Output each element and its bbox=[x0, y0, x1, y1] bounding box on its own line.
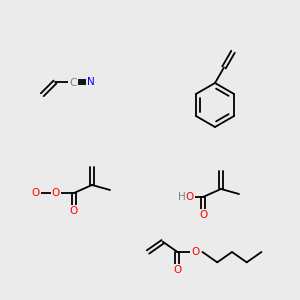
Text: O: O bbox=[199, 210, 207, 220]
Text: O: O bbox=[70, 206, 78, 216]
Text: C: C bbox=[69, 78, 77, 88]
Text: O: O bbox=[32, 188, 40, 198]
Text: O: O bbox=[173, 265, 181, 275]
Text: O: O bbox=[186, 192, 194, 202]
Text: H: H bbox=[178, 192, 186, 202]
Text: O: O bbox=[191, 247, 200, 257]
Text: N: N bbox=[87, 77, 95, 87]
Text: O: O bbox=[52, 188, 60, 198]
